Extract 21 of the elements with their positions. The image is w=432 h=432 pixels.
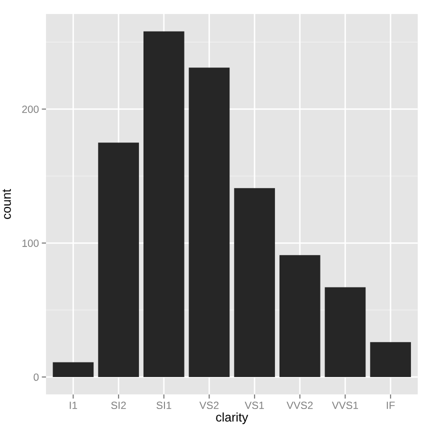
bar [324,287,366,377]
bar [52,362,94,377]
y-axis-title: count [2,189,11,219]
bar [279,255,320,377]
bar [234,188,275,377]
bar [143,31,184,377]
bar [188,68,230,377]
x-axis-title: clarity [216,412,248,424]
bar [370,342,411,377]
x-tick-label: SI1 [156,402,172,410]
bar [98,142,139,377]
x-tick-label: I1 [70,402,78,409]
x-tick-label: VVS1 [332,402,358,410]
y-tick-label: 100 [22,240,39,247]
x-tick-label: VS2 [199,402,219,410]
x-tick-label: SI2 [111,402,126,410]
x-tick-label: IF [386,402,395,409]
x-tick-label: VVS2 [286,402,313,410]
y-tick-label: 0 [34,374,39,381]
y-tick-label: 200 [22,106,39,113]
x-tick-label: VS1 [244,402,264,410]
